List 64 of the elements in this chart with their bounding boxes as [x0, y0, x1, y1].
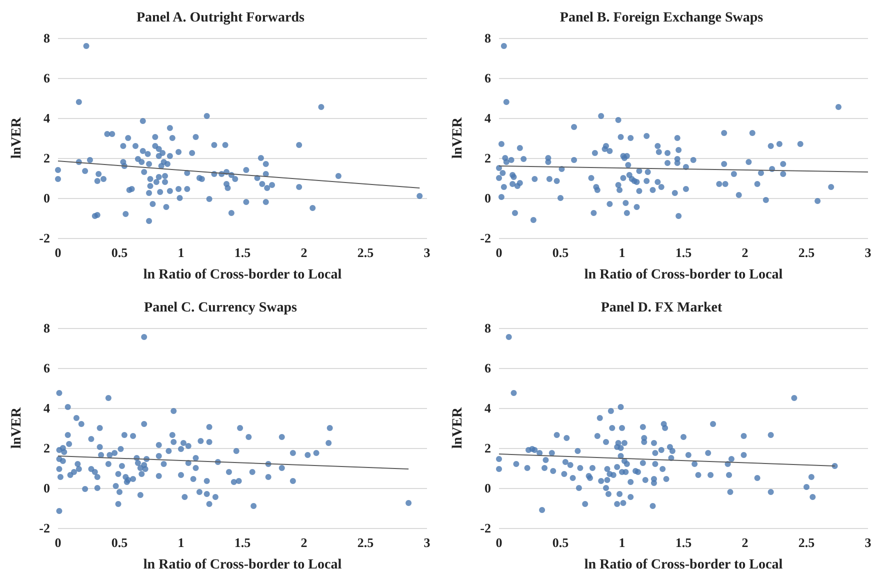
x-axis-title: ln Ratio of Cross-border to Local	[584, 558, 783, 572]
y-tick-label: 0	[484, 480, 491, 496]
chart-title: Panel B. Foreign Exchange Swaps	[560, 10, 764, 26]
x-tick-label: 3	[424, 535, 431, 550]
y-tick-label: 0	[44, 190, 50, 206]
y-tick-label: 0	[484, 190, 491, 206]
y-axis-title: lnVER	[10, 116, 24, 159]
x-tick-label: 2	[742, 245, 748, 260]
y-tick-label: 0	[44, 480, 50, 496]
y-tick-label: 6	[44, 360, 50, 376]
x-tick-label: 0.5	[552, 535, 570, 550]
y-tick-label: -2	[480, 230, 491, 246]
y-tick-label: 6	[484, 360, 492, 376]
x-axis-title: ln Ratio of Cross-border to Local	[143, 558, 342, 572]
x-tick-label: 1	[178, 535, 184, 550]
x-axis-title: ln Ratio of Cross-border to Local	[584, 268, 783, 282]
x-tick-label: 2	[300, 535, 308, 550]
y-tick-label: 6	[44, 70, 50, 86]
x-tick-label: 0	[496, 245, 502, 260]
chart-title: Panel C. Currency Swaps	[144, 300, 298, 316]
y-tick-label: 4	[44, 110, 50, 126]
x-tick-label: 3	[424, 245, 431, 260]
x-tick-label: 2	[742, 535, 748, 550]
x-tick-label: 1.5	[675, 245, 692, 260]
y-tick-label: 6	[484, 70, 492, 86]
y-tick-label: 8	[44, 30, 50, 46]
x-tick-label: 2.5	[798, 535, 816, 550]
y-tick-label: 4	[484, 110, 492, 126]
x-tick-label: 2.5	[798, 245, 816, 260]
x-tick-label: 3	[864, 245, 872, 260]
y-tick-label: -2	[39, 230, 50, 246]
y-tick-label: -2	[480, 520, 491, 536]
x-tick-label: 1	[618, 535, 626, 550]
y-tick-label: 4	[484, 400, 492, 416]
x-axis-title: ln Ratio of Cross-border to Local	[143, 268, 342, 282]
y-tick-label: 8	[484, 320, 492, 336]
x-tick-label: 0.5	[552, 245, 570, 260]
x-tick-label: 3	[864, 535, 872, 550]
chart-title: Panel D. FX Market	[600, 300, 722, 316]
y-tick-label: 2	[44, 440, 50, 456]
y-axis-title: lnVER	[450, 406, 466, 449]
x-tick-label: 1.5	[234, 535, 252, 550]
x-tick-label: 1	[178, 245, 184, 260]
y-axis-title: lnVER	[450, 116, 466, 159]
x-tick-label: 2.5	[357, 245, 374, 260]
chart-title: Panel A. Outright Forwards	[136, 10, 306, 26]
x-tick-label: 1.5	[675, 535, 692, 550]
x-tick-label: 0.5	[111, 245, 128, 260]
x-tick-label: 2	[300, 245, 308, 260]
x-tick-label: 0	[54, 535, 62, 550]
x-tick-label: 0.5	[111, 535, 128, 550]
x-tick-label: 2.5	[357, 535, 374, 550]
x-tick-label: 1.5	[234, 245, 252, 260]
x-tick-label: 0	[496, 535, 502, 550]
y-tick-label: 8	[484, 30, 492, 46]
y-tick-label: 2	[484, 440, 491, 456]
y-tick-label: -2	[39, 520, 50, 536]
y-tick-label: 2	[44, 150, 50, 166]
y-tick-label: 4	[44, 400, 50, 416]
y-tick-label: 8	[44, 320, 50, 336]
x-tick-label: 0	[54, 245, 62, 260]
y-tick-label: 2	[484, 150, 491, 166]
y-axis-title: lnVER	[10, 406, 24, 449]
x-tick-label: 1	[618, 245, 626, 260]
